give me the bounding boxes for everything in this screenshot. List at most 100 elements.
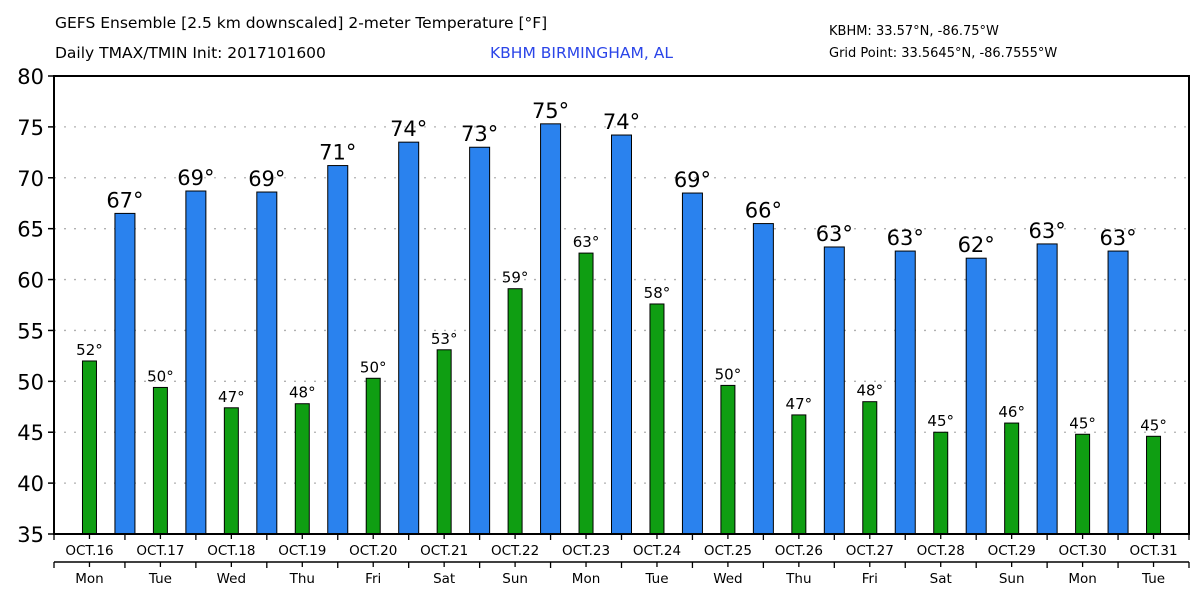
tmax-bar (965, 257, 987, 535)
tmin-label: 58° (644, 284, 671, 302)
weekday-label: Mon (1068, 571, 1096, 587)
date-label: OCT.30 (1059, 543, 1107, 559)
tmin-label: 53° (431, 330, 458, 348)
y-tick-label: 45 (17, 421, 44, 445)
y-tick-label: 50 (17, 370, 44, 394)
chart-title: GEFS Ensemble [2.5 km downscaled] 2-mete… (55, 14, 548, 32)
tmax-bar (185, 190, 207, 535)
tmax-bar (1107, 250, 1129, 535)
weekday-label: Thu (785, 571, 811, 587)
tmin-bar (152, 386, 168, 535)
tmax-label: 63° (816, 222, 853, 246)
y-tick-label: 80 (17, 65, 44, 89)
date-label: OCT.26 (775, 543, 823, 559)
weekday-label: Tue (1141, 571, 1165, 587)
weekday-label: Sat (930, 571, 952, 587)
y-tick-label: 70 (17, 167, 44, 191)
tmax-label: 69° (248, 167, 285, 191)
tmin-bar (578, 252, 594, 535)
date-label: OCT.29 (988, 543, 1036, 559)
tmin-bar (791, 414, 807, 535)
tmin-label: 46° (998, 403, 1025, 421)
weekday-label: Thu (289, 571, 315, 587)
weekday-label: Sat (433, 571, 455, 587)
weekday-label: Fri (365, 571, 381, 587)
date-label: OCT.16 (65, 543, 113, 559)
weekday-label: Fri (862, 571, 878, 587)
tmax-bar (469, 146, 491, 535)
date-label: OCT.18 (207, 543, 255, 559)
tmin-bar (436, 349, 452, 535)
date-label: OCT.28 (917, 543, 965, 559)
tmin-label: 50° (360, 358, 387, 376)
date-label: OCT.17 (136, 543, 184, 559)
tmin-label: 47° (786, 395, 813, 413)
tmin-bar (862, 401, 878, 535)
tmin-label: 63° (573, 233, 600, 251)
date-label: OCT.21 (420, 543, 468, 559)
tmax-label: 74° (390, 117, 427, 141)
tmax-bar (540, 123, 562, 535)
date-label: OCT.24 (633, 543, 681, 559)
tmax-bar (681, 192, 703, 535)
tmin-bar (507, 288, 523, 535)
chart-subtitle: Daily TMAX/TMIN Init: 2017101600 (55, 44, 326, 62)
tmin-bar (223, 407, 239, 535)
tmin-bar (294, 403, 310, 535)
tmin-label: 47° (218, 388, 245, 406)
weekday-label: Sun (999, 571, 1025, 587)
tmax-bar (327, 165, 349, 535)
weekday-label: Mon (572, 571, 600, 587)
tmax-label: 74° (603, 110, 640, 134)
date-label: OCT.20 (349, 543, 397, 559)
tmax-label: 69° (674, 168, 711, 192)
weekday-label: Wed (217, 571, 246, 587)
date-label: OCT.27 (846, 543, 894, 559)
tmax-label: 66° (745, 199, 782, 223)
weekday-label: Sun (502, 571, 528, 587)
weekday-label: Tue (148, 571, 172, 587)
tmin-label: 52° (76, 341, 103, 359)
y-tick-label: 55 (17, 319, 44, 343)
date-label: OCT.25 (704, 543, 752, 559)
weekday-label: Mon (75, 571, 103, 587)
tmax-label: 62° (958, 233, 995, 257)
tmin-label: 45° (927, 412, 954, 430)
tmin-bar (81, 360, 97, 535)
tmin-bar (1146, 435, 1162, 535)
tmin-label: 45° (1069, 414, 1096, 432)
tmax-bar (611, 134, 632, 535)
tmax-bar (114, 212, 136, 535)
tmin-label: 59° (502, 269, 529, 287)
weekday-label: Wed (713, 571, 742, 587)
tmax-label: 75° (532, 99, 569, 123)
tmin-bar (649, 303, 665, 535)
tmin-label: 48° (856, 382, 883, 400)
tmax-bar (894, 250, 916, 535)
tmax-label: 69° (177, 166, 214, 190)
tmin-bar (365, 377, 381, 535)
tmax-label: 67° (106, 188, 143, 212)
tmax-bar (398, 141, 420, 535)
tmax-bar (752, 223, 774, 535)
date-label: OCT.31 (1129, 543, 1177, 559)
weekday-label: Tue (644, 571, 668, 587)
tmin-label: 45° (1140, 416, 1167, 434)
tmin-bar (720, 384, 736, 535)
station-name: KBHM BIRMINGHAM, AL (490, 44, 674, 62)
tmax-bar (256, 191, 278, 535)
date-label: OCT.22 (491, 543, 539, 559)
tmin-bar (933, 431, 949, 535)
tmin-label: 50° (715, 365, 742, 383)
y-tick-label: 65 (17, 218, 44, 242)
y-tick-label: 40 (17, 472, 44, 496)
tmax-label: 63° (1029, 219, 1066, 243)
tmax-label: 63° (887, 226, 924, 250)
y-tick-label: 60 (17, 269, 44, 293)
tmin-label: 48° (289, 384, 316, 402)
tmin-bar (1004, 422, 1020, 535)
tmax-bar (1036, 243, 1058, 535)
date-label: OCT.23 (562, 543, 610, 559)
tmax-label: 71° (319, 141, 356, 165)
